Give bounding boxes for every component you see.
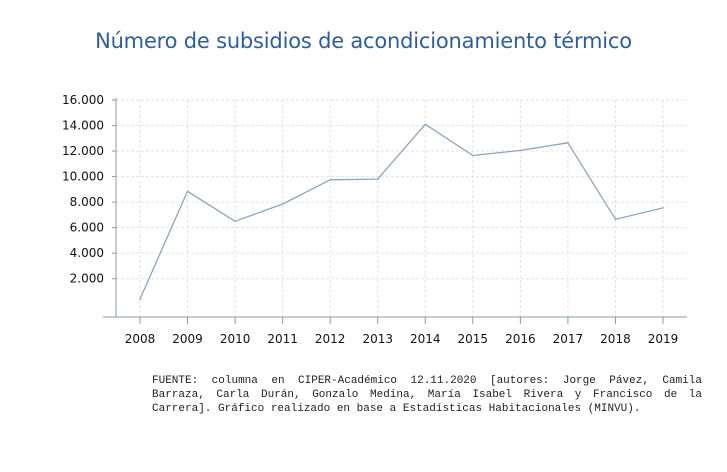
- y-tick-label: 2.000: [70, 272, 104, 286]
- x-tick-label: 2014: [410, 332, 441, 346]
- data-point: [234, 220, 236, 223]
- x-tick-label: 2011: [267, 332, 298, 346]
- x-tick-label: 2016: [505, 332, 536, 346]
- y-tick-label: 12.000: [62, 144, 104, 158]
- data-point: [186, 190, 189, 193]
- y-tick-label: 6.000: [70, 221, 104, 235]
- data-point: [139, 298, 141, 300]
- y-tick-label: 4.000: [70, 246, 104, 260]
- y-tick-label: 16.000: [62, 93, 104, 107]
- data-point: [329, 178, 331, 181]
- series-line: [139, 123, 664, 300]
- x-tick-label: 2013: [362, 332, 393, 346]
- series-layer: [139, 123, 664, 300]
- data-point: [424, 123, 427, 126]
- chart-axes: [103, 98, 687, 324]
- data-point: [281, 203, 284, 205]
- data-point: [519, 149, 522, 152]
- x-tick-label: 2010: [220, 332, 251, 346]
- y-tick-label: 14.000: [62, 119, 104, 133]
- data-point: [472, 154, 474, 157]
- x-tick-label: 2017: [553, 332, 584, 346]
- grid-lines: [116, 99, 687, 317]
- line-chart: 2.000 4.000 6.000 8.000 10.000 12.000 14.000 16…: [62, 93, 687, 346]
- data-point: [567, 141, 569, 144]
- x-tick-labels: 2008 2009 2010 2011 2012 2013 2014 2015 2016 2017…: [125, 332, 679, 346]
- y-tick-label: 10.000: [62, 170, 104, 184]
- x-tick-label: 2012: [315, 332, 346, 346]
- data-point: [662, 207, 664, 209]
- x-tick-label: 2015: [458, 332, 489, 346]
- data-point: [376, 178, 379, 180]
- chart-title: Número de subsidios de acondicionamiento…: [95, 29, 632, 53]
- y-tick-label: 8.000: [70, 195, 104, 209]
- x-tick-label: 2018: [600, 332, 631, 346]
- y-tick-labels: 2.000 4.000 6.000 8.000 10.000 12.000 14.000 16…: [62, 93, 104, 286]
- data-point: [614, 218, 617, 221]
- source-note: FUENTE: columna en CIPER-Académico 12.11…: [152, 375, 702, 415]
- x-tick-label: 2009: [172, 332, 203, 346]
- x-tick-label: 2019: [648, 332, 679, 346]
- x-tick-label: 2008: [125, 332, 156, 346]
